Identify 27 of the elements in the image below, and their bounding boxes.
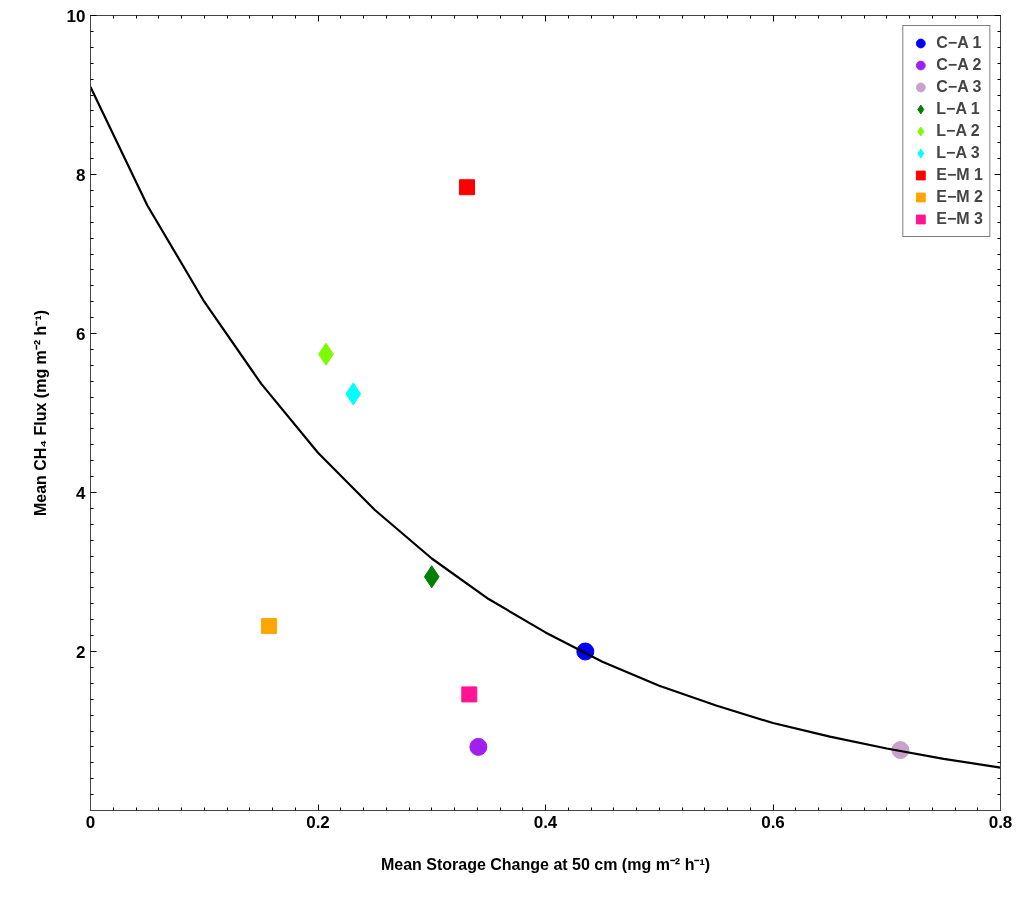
y-tick-label: 8: [76, 165, 86, 185]
point: [345, 382, 362, 406]
x-tick-label: 0.4: [533, 812, 558, 832]
x-tick-label: 0.2: [306, 812, 330, 832]
legend-label: E−M 3: [936, 209, 983, 229]
legend-label: E−M 1: [936, 165, 983, 185]
legend-label: C−A 1: [936, 33, 982, 53]
legend-label: L−A 3: [936, 143, 980, 163]
x-tick-label: 0: [85, 812, 96, 832]
x-axis-title: Mean Storage Change at 50 cm (mg m⁻² h⁻¹): [380, 855, 711, 873]
legend-label: E−M 2: [936, 187, 983, 207]
point: [461, 686, 478, 703]
x-tick-label: 0.8: [988, 812, 1013, 832]
point: [469, 737, 488, 756]
y-tick-label: 4: [76, 483, 87, 503]
point: [261, 618, 278, 635]
y-tick-label: 10: [66, 6, 86, 26]
legend-label: L−A 1: [936, 99, 980, 119]
y-tick-label: 2: [76, 642, 86, 662]
y-tick-label: 6: [76, 324, 86, 344]
legend-label: C−A 3: [936, 77, 982, 97]
legend-label: L−A 2: [936, 121, 980, 141]
point: [459, 179, 476, 196]
legend-label: C−A 2: [936, 55, 982, 75]
y-axis-title: Mean CH₄ Flux (mg m⁻² h⁻¹): [31, 309, 49, 517]
x-tick-label: 0.6: [761, 812, 785, 832]
point: [423, 565, 440, 589]
